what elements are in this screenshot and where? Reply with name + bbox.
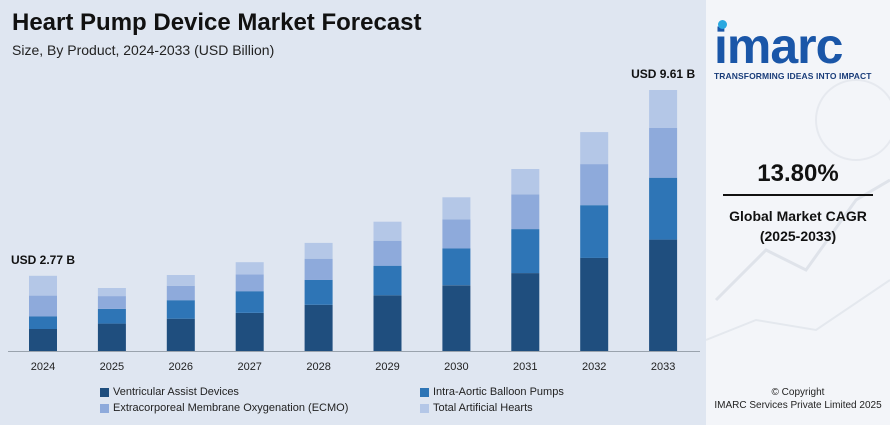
bar-segment-2028-series-3 bbox=[304, 242, 333, 259]
bar-segment-2024-series-0 bbox=[29, 329, 57, 351]
x-tick-label-2024: 2024 bbox=[31, 361, 55, 373]
copyright-line1: © Copyright bbox=[771, 387, 825, 398]
data-label-2033: USD 9.61 B bbox=[631, 67, 695, 81]
x-tick-label-2027: 2027 bbox=[237, 361, 261, 373]
bar-segment-2032-series-2 bbox=[580, 164, 609, 206]
bar-segment-2031-series-3 bbox=[511, 169, 540, 195]
brand-panel: imarc TRANSFORMING IDEAS INTO IMPACT 13.… bbox=[706, 0, 890, 425]
bar-segment-2024-series-2 bbox=[29, 295, 57, 317]
bar-segment-2026-series-1 bbox=[166, 300, 195, 319]
bar-segment-2024-series-1 bbox=[29, 316, 57, 329]
bar-segment-2030-series-0 bbox=[442, 285, 471, 351]
copyright-line2: IMARC Services Private Limited 2025 bbox=[714, 400, 882, 411]
bar-segment-2029-series-1 bbox=[373, 265, 402, 296]
legend-label: Intra-Aortic Balloon Pumps bbox=[433, 386, 564, 398]
bar-segment-2028-series-1 bbox=[304, 279, 333, 305]
legend-label: Ventricular Assist Devices bbox=[113, 386, 239, 398]
bar-segment-2032-series-0 bbox=[580, 257, 609, 351]
cagr-label-line1: Global Market CAGR bbox=[729, 208, 867, 224]
cagr-callout: 13.80% Global Market CAGR (2025-2033) bbox=[706, 160, 890, 246]
bar-segment-2028-series-0 bbox=[304, 304, 333, 351]
logo-text: imarc bbox=[714, 18, 843, 74]
bar-segment-2029-series-3 bbox=[373, 221, 402, 241]
imarc-logo: imarc TRANSFORMING IDEAS INTO IMPACT bbox=[714, 20, 884, 81]
bar-segment-2030-series-2 bbox=[442, 219, 471, 249]
bar-segment-2033-series-0 bbox=[649, 239, 678, 351]
legend-item-1: Intra-Aortic Balloon Pumps bbox=[420, 386, 564, 398]
bar-segment-2033-series-2 bbox=[649, 128, 678, 178]
bar-segment-2027-series-1 bbox=[235, 291, 264, 313]
legend-item-2: Extracorporeal Membrane Oxygenation (ECM… bbox=[100, 402, 348, 414]
bar-segment-2027-series-3 bbox=[235, 262, 264, 275]
background-decoration bbox=[706, 0, 890, 425]
x-tick-label-2025: 2025 bbox=[100, 361, 124, 373]
bar-segment-2032-series-3 bbox=[580, 132, 609, 165]
x-tick-label-2032: 2032 bbox=[582, 361, 606, 373]
legend-swatch bbox=[100, 403, 109, 413]
bar-segment-2026-series-2 bbox=[166, 285, 195, 301]
bar-segment-2027-series-0 bbox=[235, 313, 264, 351]
bar-segment-2025-series-1 bbox=[97, 308, 126, 324]
x-tick-label-2029: 2029 bbox=[375, 361, 399, 373]
bar-segment-2024-series-3 bbox=[29, 275, 57, 296]
bar-segment-2026-series-3 bbox=[166, 275, 195, 286]
legend-swatch bbox=[420, 387, 429, 397]
bar-segment-2031-series-1 bbox=[511, 229, 540, 274]
logo-dot-icon bbox=[718, 20, 727, 29]
chart-panel: Heart Pump Device Market Forecast Size, … bbox=[8, 9, 700, 414]
bar-segment-2025-series-0 bbox=[97, 323, 126, 351]
legend-label: Extracorporeal Membrane Oxygenation (ECM… bbox=[113, 402, 349, 414]
legend-item-0: Ventricular Assist Devices bbox=[100, 386, 239, 398]
bar-segment-2026-series-0 bbox=[166, 318, 195, 351]
x-tick-label-2033: 2033 bbox=[651, 361, 675, 373]
cagr-value: 13.80% bbox=[757, 160, 839, 187]
bar-segment-2025-series-2 bbox=[97, 296, 126, 309]
x-tick-label-2026: 2026 bbox=[169, 361, 193, 373]
cagr-label-line2: (2025-2033) bbox=[759, 228, 837, 244]
legend-item-3: Total Artificial Hearts bbox=[420, 402, 533, 414]
x-tick-label-2030: 2030 bbox=[444, 361, 468, 373]
cagr-divider bbox=[723, 194, 873, 196]
bar-segment-2032-series-1 bbox=[580, 205, 609, 258]
bar-segment-2033-series-3 bbox=[649, 90, 678, 128]
bar-segment-2029-series-2 bbox=[373, 240, 402, 266]
bar-segment-2029-series-0 bbox=[373, 295, 402, 351]
legend-swatch bbox=[100, 387, 109, 397]
x-tick-label-2028: 2028 bbox=[306, 361, 330, 373]
legend-label: Total Artificial Hearts bbox=[433, 402, 533, 414]
legend-swatch bbox=[420, 403, 429, 413]
data-label-2024: USD 2.77 B bbox=[11, 253, 75, 267]
bar-segment-2030-series-1 bbox=[442, 248, 471, 286]
x-tick-label-2031: 2031 bbox=[513, 361, 537, 373]
copyright-notice: © Copyright IMARC Services Private Limit… bbox=[706, 386, 890, 412]
bar-segment-2025-series-3 bbox=[97, 288, 126, 297]
bar-segment-2033-series-1 bbox=[649, 177, 678, 240]
bar-segment-2027-series-2 bbox=[235, 274, 264, 292]
bar-segment-2028-series-2 bbox=[304, 258, 333, 280]
logo-tagline: TRANSFORMING IDEAS INTO IMPACT bbox=[714, 71, 872, 81]
bar-segment-2031-series-2 bbox=[511, 194, 540, 230]
chart-subtitle: Size, By Product, 2024-2033 (USD Billion… bbox=[12, 42, 275, 58]
stacked-bar-chart: 2024 2025 2026 2027 2028 2029 2030 2031 2032 2033… bbox=[8, 67, 700, 373]
chart-title: Heart Pump Device Market Forecast bbox=[12, 9, 422, 36]
bar-segment-2031-series-0 bbox=[511, 273, 540, 351]
bar-segment-2030-series-3 bbox=[442, 197, 471, 220]
